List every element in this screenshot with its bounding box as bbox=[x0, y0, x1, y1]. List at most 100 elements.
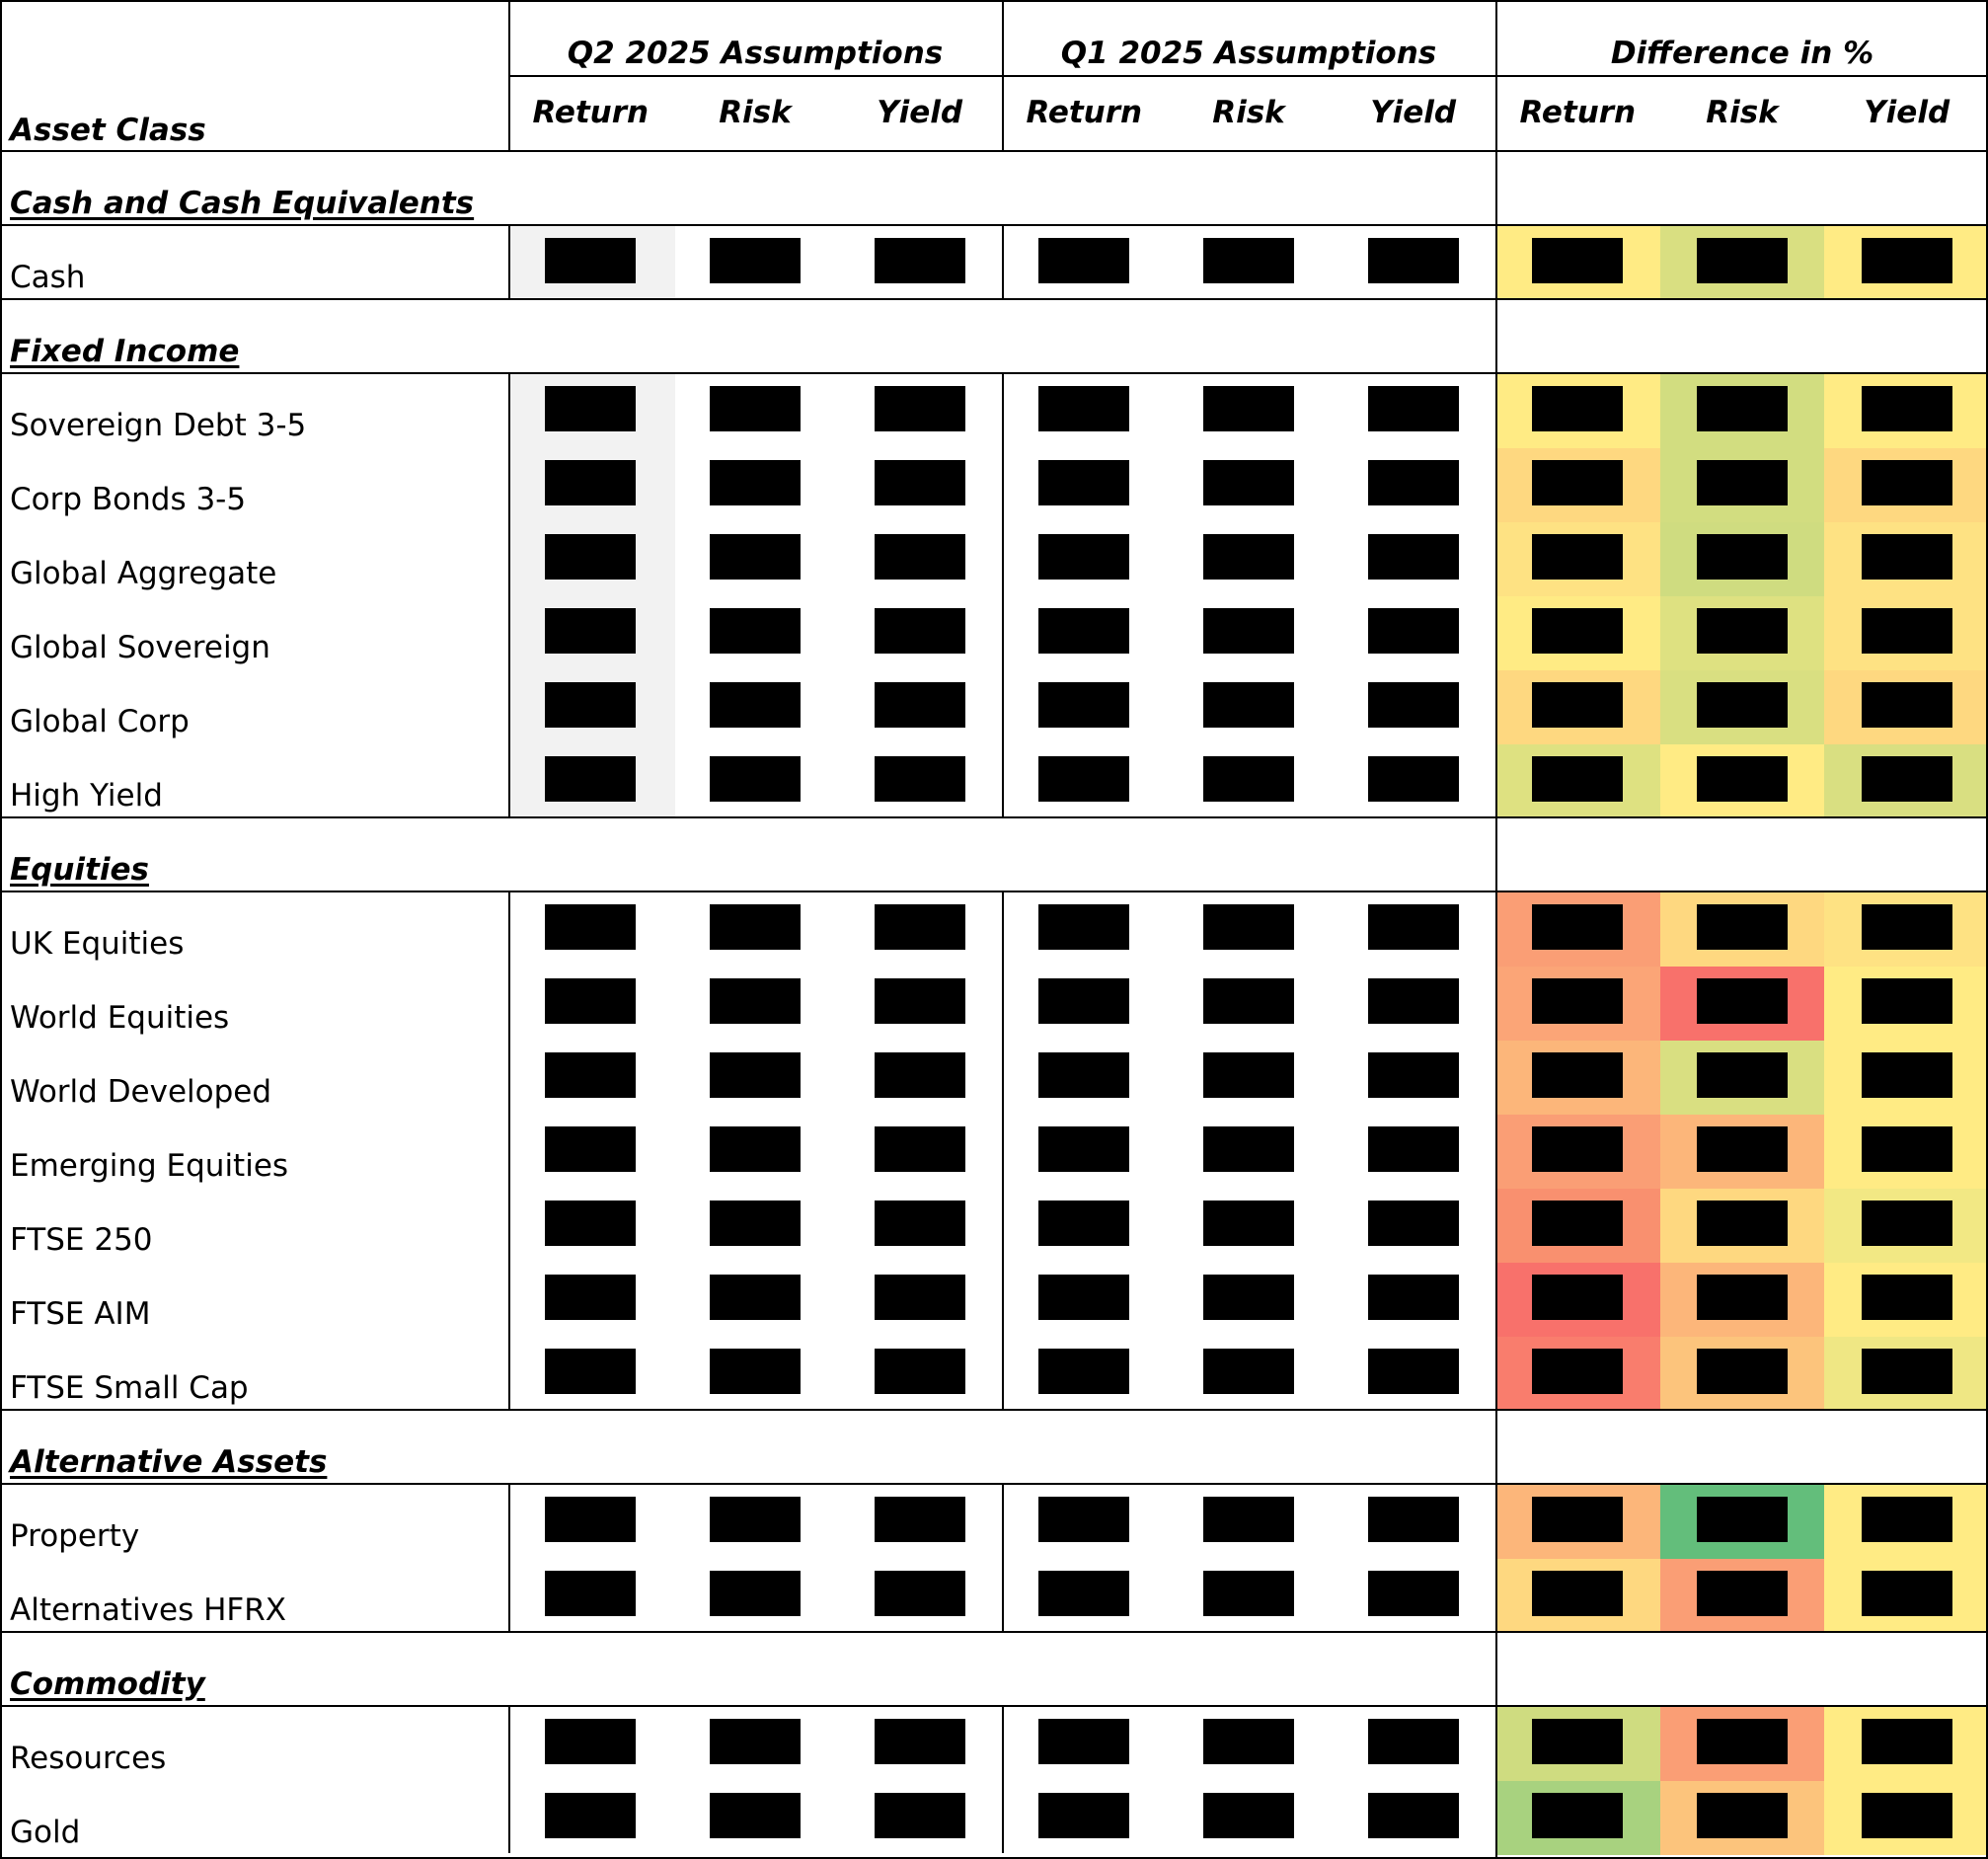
redacted-value bbox=[1203, 534, 1294, 580]
redacted-value bbox=[545, 1571, 637, 1616]
redacted-value bbox=[1367, 682, 1459, 728]
redacted-value bbox=[1367, 1201, 1459, 1246]
redacted-value bbox=[1861, 978, 1952, 1024]
redacted-value bbox=[1532, 904, 1624, 950]
redacted-value bbox=[545, 1126, 637, 1172]
redacted-value bbox=[710, 534, 801, 580]
column-divider bbox=[508, 224, 510, 298]
redacted-value bbox=[874, 904, 965, 950]
redacted-value bbox=[1038, 386, 1130, 431]
asset-label: Cash bbox=[10, 260, 86, 295]
redacted-value bbox=[874, 1571, 965, 1616]
asset-label: High Yield bbox=[10, 778, 163, 813]
redacted-value bbox=[1697, 386, 1789, 431]
redacted-value bbox=[1038, 1201, 1130, 1246]
group-header-difference: Difference in % bbox=[1610, 36, 1874, 71]
redacted-value bbox=[1861, 1126, 1952, 1172]
asset-label: Alternatives HFRX bbox=[10, 1592, 286, 1628]
redacted-value bbox=[1038, 756, 1130, 802]
redacted-value bbox=[545, 386, 637, 431]
redacted-value bbox=[710, 238, 801, 283]
redacted-value bbox=[1038, 1349, 1130, 1394]
redacted-value bbox=[874, 1349, 965, 1394]
redacted-value bbox=[545, 756, 637, 802]
redacted-value bbox=[710, 1275, 801, 1320]
group-header-q2: Q2 2025 Assumptions bbox=[567, 36, 944, 71]
col-header-yield-8: Yield bbox=[1864, 95, 1950, 130]
redacted-value bbox=[1532, 978, 1624, 1024]
redacted-value bbox=[1367, 1719, 1459, 1764]
redacted-value bbox=[710, 1497, 801, 1542]
redacted-value bbox=[1532, 1349, 1624, 1394]
redacted-value bbox=[1697, 1201, 1789, 1246]
redacted-value bbox=[1861, 682, 1952, 728]
redacted-value bbox=[1697, 608, 1789, 654]
redacted-value bbox=[1203, 756, 1294, 802]
redacted-value bbox=[1367, 1497, 1459, 1542]
redacted-value bbox=[874, 386, 965, 431]
redacted-value bbox=[1203, 1497, 1294, 1542]
section-title: Equities bbox=[10, 852, 149, 888]
section-divider bbox=[0, 1483, 1988, 1485]
redacted-value bbox=[874, 682, 965, 728]
redacted-value bbox=[1532, 1571, 1624, 1616]
section-bottom-border bbox=[0, 1409, 1988, 1411]
redacted-value bbox=[1861, 756, 1952, 802]
redacted-value bbox=[874, 1793, 965, 1838]
redacted-value bbox=[545, 1719, 637, 1764]
asset-label: FTSE AIM bbox=[10, 1296, 151, 1332]
redacted-value bbox=[1367, 534, 1459, 580]
redacted-value bbox=[545, 1201, 637, 1246]
redacted-value bbox=[710, 904, 801, 950]
section-title: Cash and Cash Equivalents bbox=[10, 186, 475, 221]
asset-label: World Equities bbox=[10, 1000, 230, 1036]
redacted-value bbox=[545, 608, 637, 654]
redacted-value bbox=[710, 460, 801, 505]
redacted-value bbox=[1367, 1349, 1459, 1394]
redacted-value bbox=[1697, 1793, 1789, 1838]
redacted-value bbox=[874, 238, 965, 283]
redacted-value bbox=[1697, 682, 1789, 728]
redacted-value bbox=[710, 978, 801, 1024]
col-header-risk-4: Risk bbox=[1212, 95, 1285, 130]
redacted-value bbox=[1203, 1052, 1294, 1098]
redacted-value bbox=[545, 1349, 637, 1394]
redacted-value bbox=[874, 460, 965, 505]
redacted-value bbox=[1038, 1719, 1130, 1764]
redacted-value bbox=[1532, 460, 1624, 505]
redacted-value bbox=[1532, 238, 1624, 283]
redacted-value bbox=[1532, 534, 1624, 580]
redacted-value bbox=[1861, 1497, 1952, 1542]
left-border bbox=[0, 0, 2, 1859]
redacted-value bbox=[1203, 238, 1294, 283]
redacted-value bbox=[1203, 904, 1294, 950]
asset-class-header: Asset Class bbox=[10, 113, 206, 148]
column-divider bbox=[508, 891, 510, 1409]
asset-label: Global Corp bbox=[10, 704, 190, 739]
redacted-value bbox=[1203, 1793, 1294, 1838]
redacted-value bbox=[1532, 1497, 1624, 1542]
redacted-value bbox=[1367, 1126, 1459, 1172]
redacted-value bbox=[874, 534, 965, 580]
redacted-value bbox=[710, 386, 801, 431]
redacted-value bbox=[545, 534, 637, 580]
section-bottom-border bbox=[0, 816, 1988, 818]
column-divider bbox=[1002, 0, 1004, 150]
group-header-divider bbox=[508, 75, 1988, 77]
redacted-value bbox=[1367, 608, 1459, 654]
redacted-value bbox=[1367, 978, 1459, 1024]
column-divider bbox=[1002, 1705, 1004, 1853]
asset-label: Resources bbox=[10, 1741, 167, 1776]
column-divider bbox=[508, 372, 510, 816]
redacted-value bbox=[1203, 1571, 1294, 1616]
redacted-value bbox=[1367, 238, 1459, 283]
redacted-value bbox=[1367, 756, 1459, 802]
asset-label: Emerging Equities bbox=[10, 1148, 289, 1184]
col-header-return-6: Return bbox=[1519, 95, 1637, 130]
column-divider bbox=[1002, 224, 1004, 298]
redacted-value bbox=[1697, 1719, 1789, 1764]
redacted-value bbox=[1367, 386, 1459, 431]
redacted-value bbox=[710, 1201, 801, 1246]
redacted-value bbox=[710, 1349, 801, 1394]
redacted-value bbox=[710, 608, 801, 654]
